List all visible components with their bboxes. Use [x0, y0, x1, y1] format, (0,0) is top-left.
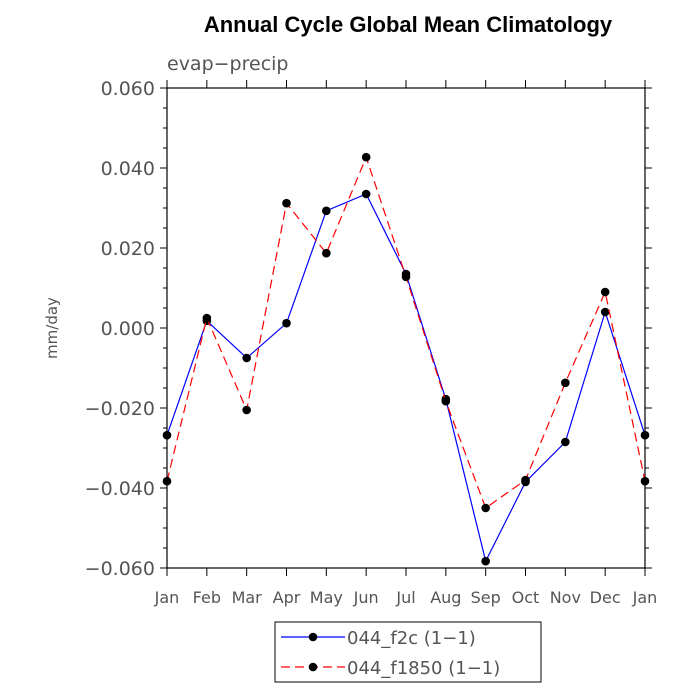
data-point [600, 307, 610, 317]
series-layer [162, 152, 650, 566]
y-tick-label: −0.040 [85, 478, 155, 500]
series-2 [162, 152, 650, 513]
data-point [202, 313, 212, 323]
plot-frame [166, 87, 646, 569]
legend-marker [308, 662, 318, 672]
series-line [166, 155, 646, 509]
y-tick-label: 0.000 [101, 318, 155, 340]
data-point [600, 287, 610, 297]
legend-label: 044_f2c (1−1) [347, 628, 476, 649]
data-point [640, 430, 650, 440]
data-point [561, 378, 570, 388]
x-tick-label: Dec [590, 588, 621, 607]
series-line [166, 193, 646, 563]
data-point [162, 476, 172, 486]
legend-label: 044_f1850 (1−1) [347, 658, 500, 679]
y-axis-label: mm/day [43, 297, 61, 359]
chart-subtitle: evap−precip [167, 53, 289, 75]
y-tick-label: 0.020 [101, 238, 155, 260]
data-point [282, 198, 291, 208]
x-tick-label: Jul [395, 588, 415, 607]
x-tick-label: Sep [471, 588, 501, 607]
x-tick-label: Apr [273, 588, 301, 607]
data-point [481, 503, 490, 513]
series-1 [162, 189, 650, 566]
legend: 044_f2c (1−1) 044_f1850 (1−1) [274, 621, 542, 683]
data-point [361, 152, 371, 162]
data-point [322, 248, 331, 258]
data-point [361, 189, 371, 199]
data-point [521, 475, 530, 485]
data-point [242, 405, 251, 415]
data-point [282, 318, 291, 328]
data-point [401, 272, 411, 282]
x-tick-label: Aug [430, 588, 461, 607]
x-tick-label: Feb [193, 588, 221, 607]
axes: 0.060 0.040 0.020 0.000 −0.020 −0.040 −0.060 Ja… [85, 78, 658, 607]
x-tick-label: Jan [632, 588, 658, 607]
chart-title: Annual Cycle Global Mean Climatology [204, 12, 613, 37]
data-point [561, 437, 570, 447]
data-point [640, 476, 650, 486]
x-tick-label: Oct [512, 588, 540, 607]
legend-box [274, 621, 542, 683]
y-tick-label: 0.040 [101, 158, 155, 180]
x-tick-label: May [310, 588, 343, 607]
data-point [242, 353, 251, 363]
data-point [441, 396, 451, 406]
legend-marker [308, 632, 318, 642]
x-tick-label: Jun [353, 588, 379, 607]
y-tick-label: −0.020 [85, 398, 155, 420]
data-point [322, 206, 331, 216]
data-point [162, 430, 172, 440]
x-tick-label: Nov [550, 588, 581, 607]
x-tick-label: Mar [232, 588, 263, 607]
y-tick-label: 0.060 [101, 78, 155, 100]
data-point [481, 556, 490, 566]
y-tick-label: −0.060 [85, 558, 155, 580]
x-tick-label: Jan [154, 588, 180, 607]
